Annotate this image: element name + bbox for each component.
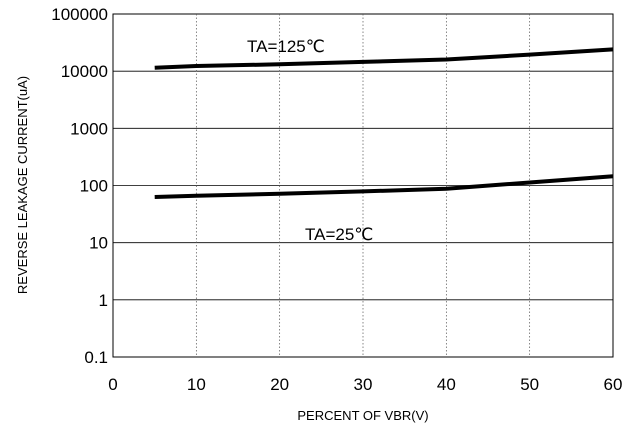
- series-label-25c: TA=25℃: [305, 225, 373, 244]
- y-tick-labels: 0.1 1 10 100 1000 10000 100000: [51, 5, 108, 367]
- y-tick-label: 10000: [61, 62, 108, 81]
- y-tick-label: 100: [80, 177, 108, 196]
- series-label-125c: TA=125℃: [247, 37, 325, 56]
- x-tick-labels: 0 10 20 30 40 50 60: [108, 375, 622, 394]
- grid: [113, 14, 613, 357]
- x-axis-title: PERCENT OF VBR(V): [297, 408, 428, 423]
- y-tick-label: 100000: [51, 5, 108, 24]
- x-tick-label: 10: [187, 375, 206, 394]
- x-tick-label: 50: [520, 375, 539, 394]
- y-tick-label: 1: [99, 291, 108, 310]
- series-line-1: [154, 174, 614, 199]
- y-tick-label: 10: [89, 234, 108, 253]
- x-tick-label: 20: [270, 375, 289, 394]
- y-tick-label: 0.1: [84, 348, 108, 367]
- x-tick-label: 60: [604, 375, 623, 394]
- x-tick-label: 30: [354, 375, 373, 394]
- plot-area: [112, 13, 614, 358]
- x-tick-label: 0: [108, 375, 117, 394]
- series-line-0: [154, 47, 614, 70]
- y-axis-title: REVERSE LEAKAGE CURRENT(uA): [15, 76, 30, 294]
- y-tick-label: 1000: [70, 119, 108, 138]
- series-group: [154, 47, 614, 199]
- x-tick-label: 40: [437, 375, 456, 394]
